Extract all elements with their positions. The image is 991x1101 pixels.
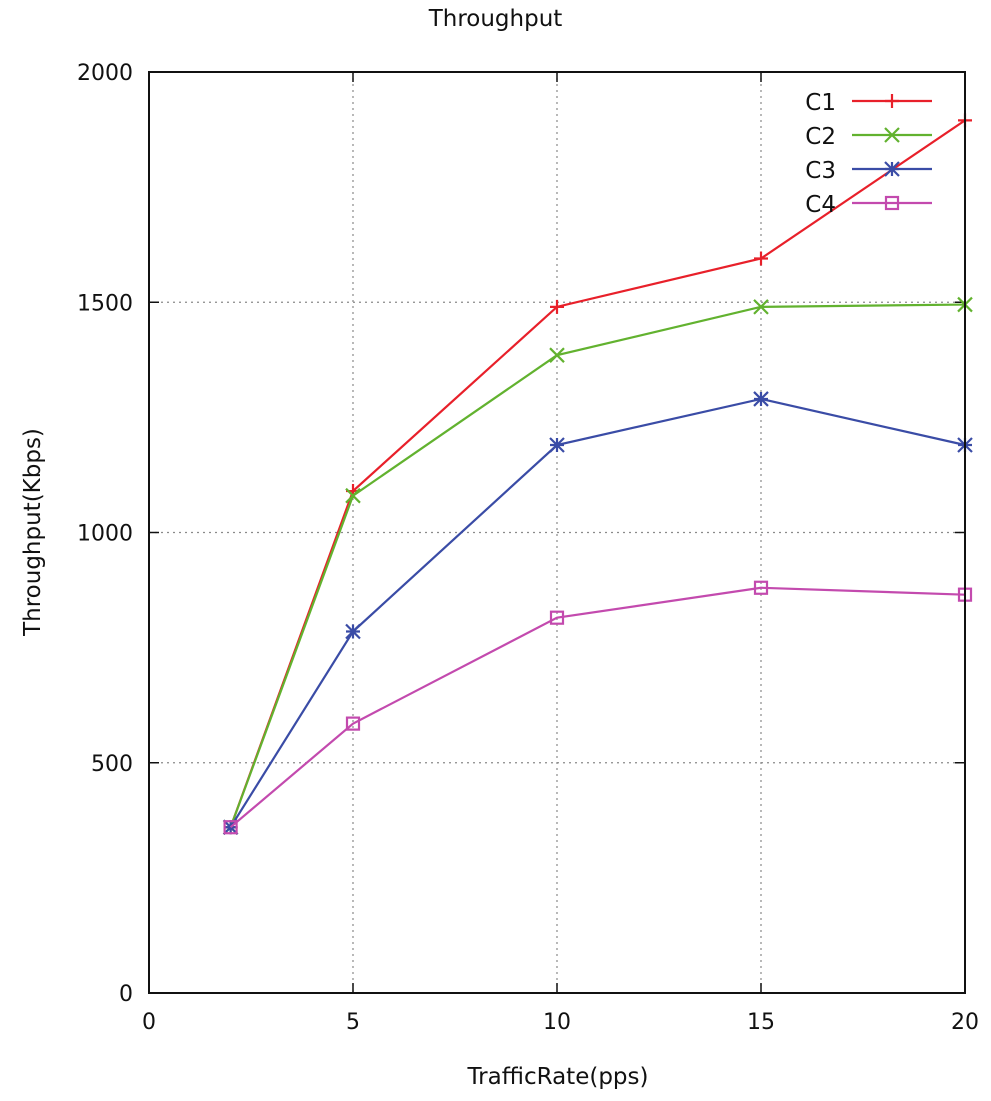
y-tick-label: 1000 <box>77 522 133 547</box>
series-layer <box>222 113 973 835</box>
x-axis-title: TrafficRate(pps) <box>467 1064 649 1090</box>
legend-label-c3: C3 <box>805 158 836 184</box>
y-tick-label: 0 <box>119 982 133 1007</box>
data-point-c1 <box>550 299 564 314</box>
data-point-c3 <box>753 391 769 407</box>
x-tick-label: 0 <box>142 1010 156 1035</box>
series-line-c1 <box>229 119 966 828</box>
data-point-c3-shape <box>549 437 565 453</box>
legend-label-c2: C2 <box>805 124 836 150</box>
x-tick-label: 20 <box>951 1010 979 1035</box>
x-tick-label: 15 <box>747 1010 775 1035</box>
legend-marker-c2-shape <box>884 127 900 143</box>
data-point-c1-shape <box>754 251 768 266</box>
data-point-c4 <box>345 716 361 731</box>
x-tick-label: 10 <box>543 1010 571 1035</box>
tick-layer: 0 5 10 15 20 0 500 1000 1500 2000 <box>77 61 979 1035</box>
x-tick-label: 5 <box>346 1010 360 1035</box>
legend-marker-c1 <box>885 94 899 108</box>
series-line-c3 <box>229 397 966 828</box>
chart-title: Throughput <box>428 6 563 32</box>
plot-frame <box>148 71 966 994</box>
legend-marker-c4-shape <box>884 195 900 211</box>
data-point-c2 <box>345 487 361 504</box>
legend: C1 C2 C3 C4 <box>805 90 932 218</box>
data-point-c3 <box>549 437 565 453</box>
data-point-c1 <box>754 251 768 266</box>
data-point-c4-shape <box>549 610 565 625</box>
data-point-c4 <box>549 610 565 625</box>
grid-layer <box>149 72 965 993</box>
data-point-c3 <box>345 623 361 640</box>
data-point-c4-shape <box>753 580 769 595</box>
legend-marker-c3-shape <box>884 161 900 177</box>
data-point-c4-shape <box>345 716 361 731</box>
legend-label-c4: C4 <box>805 192 836 218</box>
legend-marker-c4 <box>884 195 900 211</box>
y-tick-label: 1500 <box>77 291 133 316</box>
data-point-c2-shape <box>549 347 565 363</box>
data-point-c2-shape <box>345 487 361 504</box>
y-tick-label: 2000 <box>77 61 133 86</box>
series-line-c2 <box>229 303 966 828</box>
legend-marker-c3 <box>884 161 900 177</box>
series-line-c4 <box>229 586 966 829</box>
legend-marker-c1-shape <box>885 94 899 108</box>
data-point-c2 <box>549 347 565 363</box>
data-point-c3-shape <box>345 623 361 640</box>
data-point-c1-shape <box>550 299 564 314</box>
data-point-c4 <box>753 580 769 595</box>
data-point-c4-shape <box>223 820 238 835</box>
legend-marker-c2 <box>884 127 900 143</box>
legend-label-c1: C1 <box>805 90 836 116</box>
data-point-c4 <box>223 820 238 835</box>
data-point-c2-shape <box>753 299 769 315</box>
data-point-c3-shape <box>753 391 769 407</box>
data-point-c2 <box>753 299 769 315</box>
y-tick-label: 500 <box>91 752 133 777</box>
